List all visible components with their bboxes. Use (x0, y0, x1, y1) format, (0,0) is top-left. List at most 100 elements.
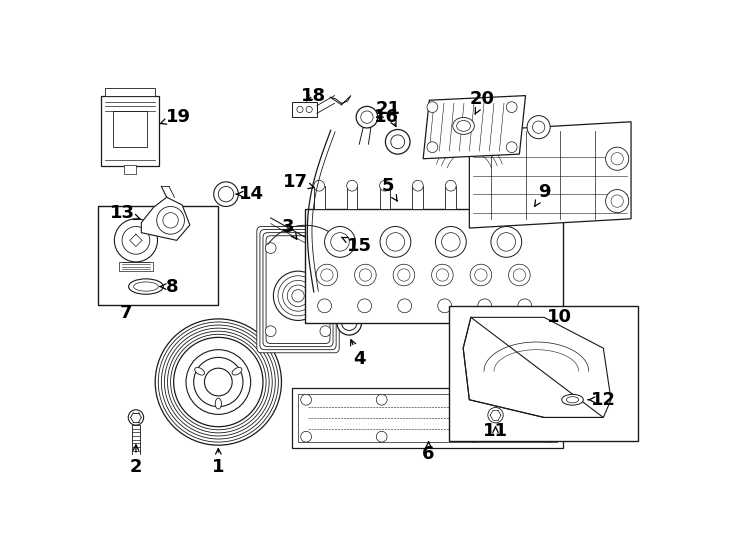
Text: 20: 20 (470, 90, 495, 114)
Bar (479, 186, 489, 209)
Bar (113, 111, 148, 147)
Circle shape (159, 322, 278, 442)
Ellipse shape (567, 397, 578, 403)
Text: 18: 18 (300, 86, 326, 105)
Circle shape (446, 180, 456, 191)
Bar (544, 186, 555, 209)
Text: 16: 16 (374, 108, 399, 126)
Circle shape (377, 431, 387, 442)
FancyBboxPatch shape (257, 226, 339, 353)
Circle shape (331, 233, 349, 251)
Circle shape (527, 116, 550, 139)
Circle shape (475, 269, 487, 281)
Circle shape (377, 394, 387, 405)
Circle shape (174, 338, 263, 427)
Circle shape (301, 431, 311, 442)
Circle shape (468, 394, 479, 405)
Circle shape (128, 410, 144, 425)
Bar (119, 262, 153, 271)
Circle shape (283, 280, 313, 311)
Circle shape (544, 431, 555, 442)
Circle shape (287, 285, 309, 307)
Circle shape (379, 180, 390, 191)
Circle shape (470, 264, 492, 286)
Polygon shape (469, 122, 631, 228)
Text: 7: 7 (120, 303, 132, 322)
Circle shape (155, 319, 281, 445)
FancyBboxPatch shape (260, 230, 336, 350)
Circle shape (497, 233, 515, 251)
Text: 15: 15 (341, 237, 371, 255)
Bar (305, 209, 563, 323)
Bar (101, 96, 159, 166)
Circle shape (386, 233, 404, 251)
Bar (299, 394, 557, 442)
Text: 17: 17 (283, 173, 314, 191)
Circle shape (611, 195, 623, 207)
Circle shape (356, 106, 378, 128)
Circle shape (359, 269, 371, 281)
Text: 4: 4 (351, 340, 366, 368)
Circle shape (306, 106, 312, 112)
Circle shape (355, 264, 377, 286)
Circle shape (436, 269, 448, 281)
Circle shape (427, 102, 437, 112)
Circle shape (278, 276, 318, 316)
Circle shape (337, 310, 362, 335)
Text: 2: 2 (130, 445, 142, 476)
Ellipse shape (215, 398, 222, 409)
Text: 1: 1 (212, 449, 225, 476)
Ellipse shape (195, 367, 205, 375)
Bar (105, 88, 155, 96)
Circle shape (432, 264, 453, 286)
Circle shape (437, 299, 451, 313)
Circle shape (265, 326, 276, 336)
Circle shape (606, 190, 629, 213)
Text: 5: 5 (382, 178, 397, 201)
Circle shape (442, 233, 460, 251)
Circle shape (506, 102, 517, 112)
Circle shape (611, 153, 623, 165)
Circle shape (393, 264, 415, 286)
Circle shape (163, 213, 178, 228)
Text: 14: 14 (236, 185, 264, 203)
Circle shape (167, 331, 269, 433)
Circle shape (532, 121, 545, 133)
Circle shape (161, 325, 275, 439)
Ellipse shape (457, 120, 470, 131)
Bar (314, 186, 324, 209)
Circle shape (115, 219, 158, 262)
Text: 21: 21 (375, 100, 400, 126)
Circle shape (320, 326, 331, 336)
Bar (292, 388, 563, 448)
Bar (346, 186, 357, 209)
Circle shape (361, 111, 373, 123)
Circle shape (513, 269, 526, 281)
Circle shape (301, 394, 311, 405)
Circle shape (292, 289, 304, 302)
Circle shape (390, 135, 404, 148)
FancyBboxPatch shape (266, 236, 330, 343)
Circle shape (321, 269, 333, 281)
Circle shape (170, 334, 266, 430)
Ellipse shape (128, 279, 163, 294)
Circle shape (314, 180, 324, 191)
Circle shape (346, 180, 357, 191)
Circle shape (205, 368, 232, 396)
Circle shape (157, 206, 184, 234)
Circle shape (316, 264, 338, 286)
Circle shape (297, 106, 303, 112)
Circle shape (122, 226, 150, 254)
Circle shape (320, 242, 331, 253)
Circle shape (544, 180, 555, 191)
Circle shape (398, 269, 410, 281)
Circle shape (186, 350, 251, 414)
Ellipse shape (134, 282, 159, 291)
FancyBboxPatch shape (263, 233, 333, 347)
Bar (446, 186, 456, 209)
Text: 19: 19 (160, 108, 191, 126)
Circle shape (506, 142, 517, 153)
Circle shape (218, 186, 233, 202)
Circle shape (265, 242, 276, 253)
Circle shape (398, 299, 412, 313)
